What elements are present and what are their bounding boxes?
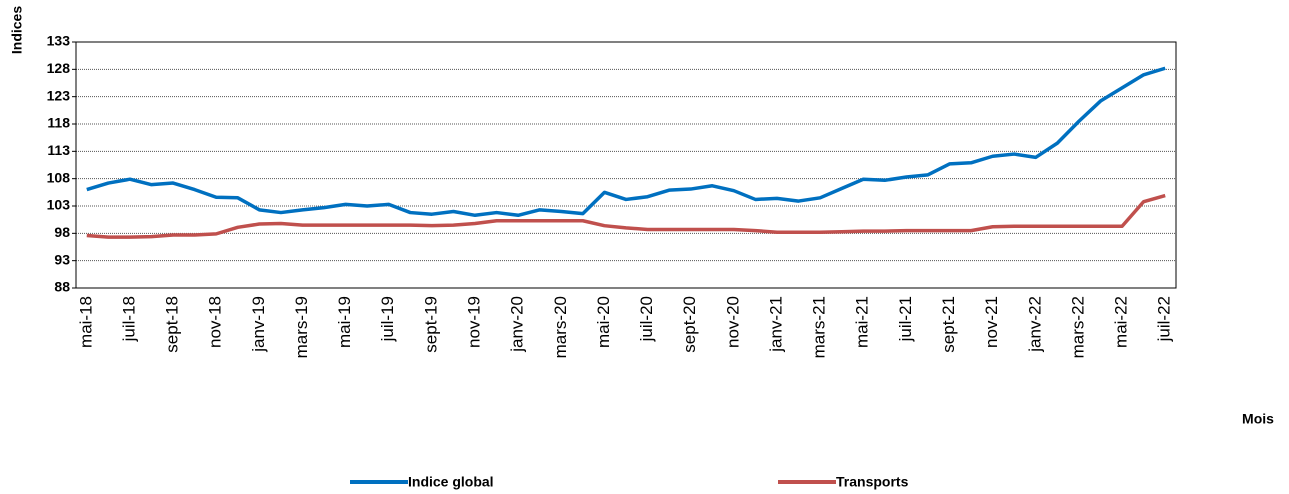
y-tick-label: 108 [47, 169, 71, 185]
x-tick-label: nov-19 [465, 296, 484, 348]
x-tick-label: juil-19 [378, 296, 397, 342]
x-tick-label: mars-20 [551, 296, 570, 358]
x-tick-label: mai-19 [335, 296, 354, 348]
x-tick-label: sept-18 [163, 296, 182, 353]
x-tick-label: sept-21 [939, 296, 958, 353]
x-tick-label: mai-18 [76, 296, 95, 348]
x-tick-label: sept-20 [680, 296, 699, 353]
y-tick-label: 118 [47, 115, 70, 131]
y-axis-label: Indices [9, 6, 25, 54]
x-tick-label: mars-22 [1068, 296, 1087, 358]
x-tick-label: nov-18 [206, 296, 225, 348]
x-tick-label: nov-20 [723, 296, 742, 348]
y-tick-label: 113 [47, 142, 70, 158]
y-tick-label: 133 [47, 33, 71, 49]
y-tick-label: 128 [47, 60, 71, 76]
x-tick-label: mars-19 [292, 296, 311, 358]
y-tick-label: 98 [54, 224, 70, 240]
y-tick-label: 123 [47, 87, 71, 103]
y-tick-label: 88 [54, 279, 70, 295]
x-tick-label: janv-22 [1025, 296, 1044, 353]
x-tick-label: nov-21 [982, 296, 1001, 348]
legend-label: Indice global [408, 474, 494, 490]
x-tick-label: mai-20 [594, 296, 613, 348]
series-line [86, 66, 1166, 218]
x-tick-label: mai-21 [853, 296, 872, 348]
x-tick-label: juil-20 [637, 296, 656, 342]
x-tick-label: mars-21 [810, 296, 829, 358]
x-axis-label: Mois [1242, 411, 1274, 427]
x-tick-label: janv-20 [508, 296, 527, 353]
x-tick-label: janv-19 [249, 296, 268, 353]
x-tick-label: juil-21 [896, 296, 915, 342]
y-tick-label: 93 [54, 251, 70, 267]
y-tick-label: 103 [47, 197, 71, 213]
x-tick-label: janv-21 [766, 296, 785, 353]
legend-label: Transports [836, 474, 909, 490]
plot-frame [75, 41, 1177, 289]
x-tick-label: juil-22 [1155, 296, 1174, 342]
x-tick-label: sept-19 [421, 296, 440, 353]
x-tick-label: juil-18 [119, 296, 138, 342]
x-tick-label: mai-22 [1112, 296, 1131, 348]
series-line [86, 193, 1166, 239]
